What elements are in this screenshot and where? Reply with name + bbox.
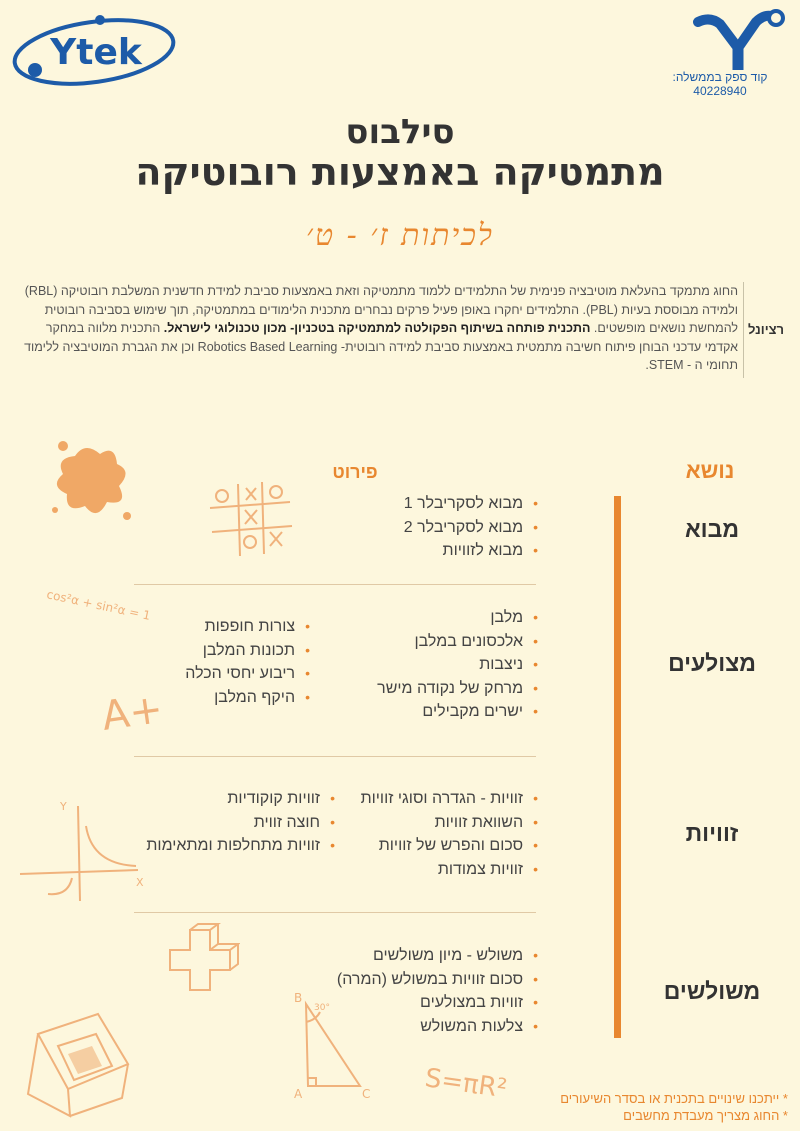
- rationale-text-part1: החוג מתמקד בהעלאת מוטיבציה פנימית של התל…: [24, 284, 738, 335]
- page-title: סילבוס: [345, 112, 455, 152]
- topic-polygons: מצולעים: [668, 650, 756, 676]
- vertex-a-label: A: [294, 1087, 303, 1100]
- grade-a-plus-doodle: A+: [100, 686, 166, 740]
- topic-angles: זוויות: [685, 820, 739, 846]
- list-item: ריבוע יחסי הכלה: [185, 662, 310, 686]
- list-item: זוויות קוקודיות: [146, 787, 335, 811]
- section-divider: [134, 756, 536, 757]
- supplier-code-block: קוד ספק בממשלה: 40228940: [650, 70, 790, 98]
- list-item: השוואת זוויות: [361, 811, 538, 835]
- footnotes: * ייתכנו שינויים בתכנית או בסדר השיעורים…: [540, 1090, 788, 1124]
- list-item: זוויות צמודות: [361, 858, 538, 882]
- list-item: תכונות המלבן: [185, 639, 310, 663]
- rationale-text-part2: התכנית מלווה במחקר אקדמי עדכני הבוחן פית…: [24, 321, 738, 372]
- intro-items: מבוא לסקריבלר 1 מבוא לסקריבלר 2 מבוא לזו…: [404, 492, 538, 563]
- triangles-items: משולש - מיון משולשים סכום זוויות במשולש …: [337, 944, 538, 1038]
- cube-icon: [26, 1012, 130, 1118]
- rationale-text: החוג מתמקד בהעלאת מוטיבציה פנימית של התל…: [10, 282, 738, 375]
- 3d-cross-icon: [169, 923, 240, 991]
- footnote-lab: * החוג מצריך מעבדת מחשבים: [623, 1108, 788, 1123]
- hyperbola-graph-doodle: Y X: [19, 800, 144, 902]
- trig-formula-text: cos²α + sin²α = 1: [45, 587, 151, 620]
- footnote-changes: * ייתכנו שינויים בתכנית או בסדר השיעורים: [560, 1091, 788, 1106]
- vertex-c-label: C: [362, 1087, 370, 1100]
- axis-y-label: Y: [59, 800, 67, 813]
- trig-formula-doodle: cos²α + sin²α = 1: [45, 587, 151, 620]
- list-item: סכום זוויות במשולש (המרה): [337, 968, 538, 992]
- area-formula-text: S=πR²: [423, 1063, 509, 1100]
- paint-splash-icon: [52, 441, 131, 520]
- rationale-divider: [743, 282, 744, 378]
- angles-items-col1: זוויות - הגדרה וסוגי זוויות השוואת זוויו…: [361, 787, 538, 881]
- section-divider: [134, 584, 536, 585]
- topic-column-header: נושא: [685, 458, 735, 483]
- list-item: מבוא לסקריבלר 2: [404, 516, 538, 540]
- axis-x-label: X: [136, 876, 144, 889]
- list-item: צורות חופפות: [185, 615, 310, 639]
- list-item: סכום והפרש של זוויות: [361, 834, 538, 858]
- tic-tac-toe-icon: [209, 481, 293, 557]
- list-item: אלכסונים במלבן: [377, 630, 538, 654]
- list-item: מלבן: [377, 606, 538, 630]
- supplier-code: 40228940: [693, 84, 747, 98]
- rationale-text-bold: התכנית פותחה בשיתוף הפקולטה למתמטיקה בטכ…: [163, 321, 591, 335]
- circle-area-formula-doodle: S=πR²: [423, 1063, 509, 1100]
- grade-range: לכיתות ז׳ - ט׳: [306, 218, 494, 253]
- supplier-label: קוד ספק בממשלה:: [672, 70, 768, 84]
- angles-items-col2: זוויות קוקודיות חוצה זווית זוויות מתחלפו…: [146, 787, 335, 858]
- polygons-items-col2: צורות חופפות תכונות המלבן ריבוע יחסי הכל…: [185, 615, 310, 709]
- list-item: היקף המלבן: [185, 686, 310, 710]
- list-item: ישרים מקבילים: [377, 700, 538, 724]
- list-item: צלעות המשולש: [337, 1015, 538, 1039]
- grade-mark-text: A+: [100, 686, 166, 740]
- right-triangle-doodle: B A C 30°: [294, 991, 370, 1100]
- list-item: זוויות במצולעים: [337, 991, 538, 1015]
- list-item: חוצה זווית: [146, 811, 335, 835]
- angle-label: 30°: [314, 1003, 330, 1013]
- rationale-label: רציונל: [748, 322, 785, 337]
- topic-triangles: משולשים: [663, 978, 761, 1004]
- ytek-logo: Ytek: [12, 15, 176, 86]
- vertical-accent-bar: [614, 496, 621, 1038]
- topic-intro: מבוא: [684, 516, 740, 542]
- ytek-logo-text: Ytek: [49, 32, 143, 73]
- list-item: משולש - מיון משולשים: [337, 944, 538, 968]
- list-item: ניצבות: [377, 653, 538, 677]
- page-subtitle: מתמטיקה באמצעות רובוטיקה: [135, 150, 665, 194]
- list-item: זוויות - הגדרה וסוגי זוויות: [361, 787, 538, 811]
- detail-column-header: פירוט: [332, 462, 378, 482]
- list-item: מבוא לזוויות: [404, 539, 538, 563]
- list-item: זוויות מתחלפות ומתאימות: [146, 834, 335, 858]
- list-item: מבוא לסקריבלר 1: [404, 492, 538, 516]
- list-item: מרחק של נקודה מישר: [377, 677, 538, 701]
- vertex-b-label: B: [294, 991, 302, 1005]
- section-divider: [134, 912, 536, 913]
- y-emblem-logo: [693, 9, 785, 70]
- polygons-items-col1: מלבן אלכסונים במלבן ניצבות מרחק של נקודה…: [377, 606, 538, 724]
